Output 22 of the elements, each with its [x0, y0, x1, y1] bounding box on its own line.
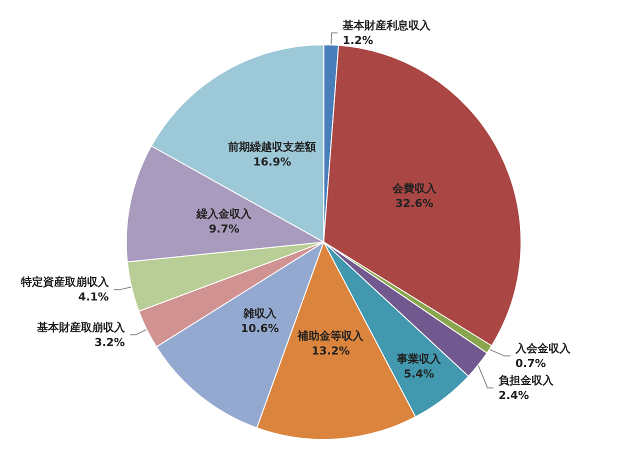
slice-label: 特定資産取崩収入 [20, 276, 110, 289]
data-label: 5.4% [404, 367, 434, 380]
slice-label: 基本財産利息収入 [342, 18, 432, 32]
data-label: 13.2% [312, 344, 350, 358]
data-label: 1.2% [342, 34, 374, 47]
data-label: 16.9% [253, 155, 292, 168]
data-label: 4.1% [78, 290, 109, 304]
slice-label: 会費収入 [391, 182, 438, 195]
data-label: 3.2% [94, 336, 125, 349]
slice-label: 前期繰越収支差額 [227, 140, 316, 154]
data-label: 0.7% [515, 356, 546, 370]
slice-label: 基本財産取崩収入 [36, 320, 126, 334]
data-label: 10.6% [240, 322, 279, 336]
data-label: 9.7% [208, 222, 240, 236]
slice-label: 補助金等収入 [296, 330, 365, 343]
data-label: 32.6% [395, 196, 434, 210]
data-label: 2.4% [498, 388, 530, 402]
slice-label: 負担金収入 [498, 374, 554, 387]
slice-label: 事業収入 [396, 352, 442, 366]
slice-label: 繰入金収入 [196, 207, 253, 220]
slice-label: 入会金収入 [514, 342, 572, 355]
slice-label: 雑収入 [242, 307, 278, 320]
